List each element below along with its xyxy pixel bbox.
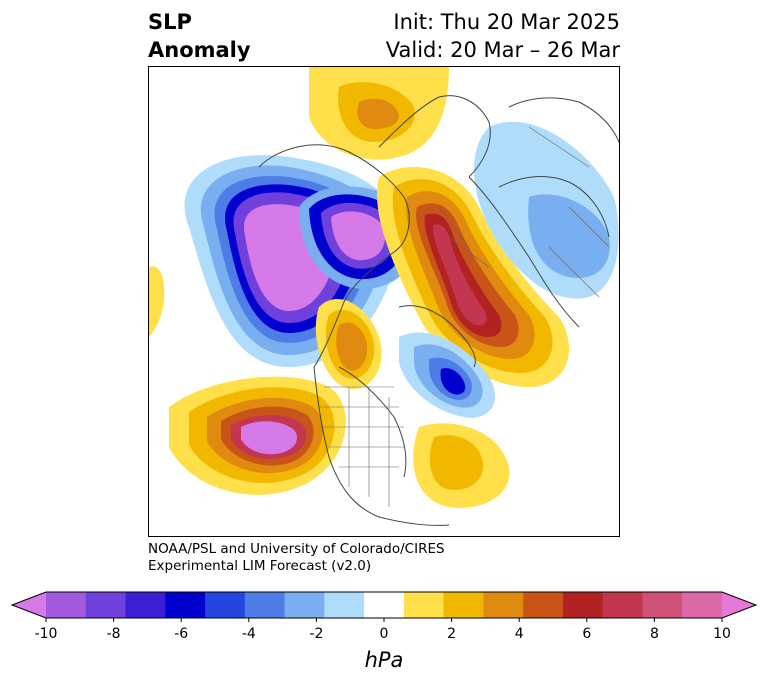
colorbar-right-arrow xyxy=(722,592,756,618)
coastlines xyxy=(258,95,619,526)
colorbar-tick-label: -10 xyxy=(35,626,58,642)
colorbar-segment xyxy=(284,592,325,618)
colorbar-tick-label: -6 xyxy=(174,626,188,642)
colorbar-segment xyxy=(642,592,683,618)
colorbar-segment xyxy=(205,592,246,618)
colorbar-tick-label: -8 xyxy=(107,626,121,642)
scandinavia-russia-high xyxy=(377,167,569,387)
colorbar-segment xyxy=(523,592,564,618)
colorbar-tick-label: -2 xyxy=(309,626,323,642)
map-canvas xyxy=(149,67,619,526)
forecast-dates: Init: Thu 20 Mar 2025 Valid: 20 Mar – 26… xyxy=(386,8,620,64)
country-borders xyxy=(319,126,610,507)
title-line-1: SLP xyxy=(148,10,192,34)
colorbar-left-arrow xyxy=(12,592,46,618)
valid-range: Valid: 20 Mar – 26 Mar xyxy=(385,38,620,62)
colorbar-segment xyxy=(85,592,127,618)
colorbar-tick-label: 8 xyxy=(650,626,659,642)
colorbar-segment xyxy=(364,592,405,618)
colorbar-segment xyxy=(682,592,723,618)
colorbar-tick-label: -4 xyxy=(242,626,256,642)
colorbar-segment xyxy=(165,592,206,618)
colorbar-tick-label: 0 xyxy=(380,626,389,642)
colorbar-svg: -10 -8 -6 -4 -2 0 2 4 6 8 10 xyxy=(10,591,758,642)
colorbar-segment xyxy=(483,592,524,618)
east-asia-low xyxy=(474,121,619,299)
colorbar-segment xyxy=(443,592,484,618)
colorbar-units: hPa xyxy=(364,648,404,672)
credit-line-2: Experimental LIM Forecast (v2.0) xyxy=(148,558,372,574)
credit-line-1: NOAA/PSL and University of Colorado/CIRE… xyxy=(148,541,445,557)
west-edge-high xyxy=(149,266,165,337)
colorbar-tick-label: 2 xyxy=(447,626,456,642)
slp-anomaly-map xyxy=(148,66,620,537)
credit-text: NOAA/PSL and University of Colorado/CIRE… xyxy=(148,541,445,575)
colorbar-tick-label: 4 xyxy=(515,626,524,642)
greenland-ridge xyxy=(309,67,449,160)
western-atlantic-high xyxy=(413,423,510,508)
colorbar-segment xyxy=(125,592,166,618)
north-america-high xyxy=(315,298,382,389)
colorbar-segment xyxy=(403,592,445,618)
north-atlantic-low xyxy=(399,332,495,418)
init-date: Init: Thu 20 Mar 2025 xyxy=(393,10,620,34)
colorbar: -10 -8 -6 -4 -2 0 2 4 6 8 10 xyxy=(10,590,758,650)
colorbar-tick-label: 6 xyxy=(582,626,591,642)
colorbar-segment xyxy=(324,592,365,618)
title-line-2: Anomaly xyxy=(148,38,251,62)
colorbar-tick-label: 10 xyxy=(713,626,731,642)
colorbar-segment xyxy=(602,592,643,618)
colorbar-segment xyxy=(46,592,87,618)
colorbar-segment xyxy=(562,592,604,618)
colorbar-segment xyxy=(244,592,286,618)
eastern-pacific-high xyxy=(169,376,346,495)
map-title: SLP Anomaly xyxy=(148,8,251,64)
